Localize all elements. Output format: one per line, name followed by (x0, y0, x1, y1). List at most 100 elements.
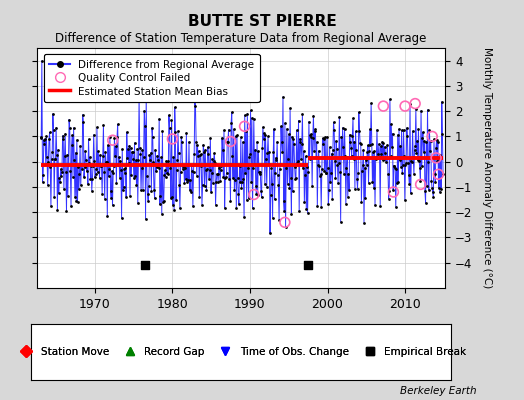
Point (96, 162, 105, 169)
Point (391, 203, 400, 210)
Point (133, 146, 141, 152)
Point (244, 164, 252, 171)
Point (73, 199, 82, 206)
Point (332, 138, 340, 144)
Point (142, 91, 150, 98)
Point (152, 164, 161, 170)
Point (205, 167, 214, 173)
Point (189, 203, 197, 210)
Point (325, 187, 333, 193)
Point (175, 182, 183, 188)
Point (374, 155, 382, 161)
Point (272, 157, 281, 164)
Point (193, 172, 201, 179)
Point (259, 136, 268, 142)
Point (293, 160, 301, 166)
Point (252, 183, 260, 190)
Point (406, 101, 414, 107)
Point (211, 202, 220, 208)
Point (311, 126, 320, 132)
Point (215, 163, 224, 170)
Point (279, 94, 287, 100)
Point (219, 174, 227, 181)
Point (132, 157, 140, 164)
Point (401, 197, 409, 204)
Point (176, 205, 184, 211)
Point (224, 139, 232, 146)
Point (330, 127, 339, 134)
Point (139, 187, 147, 193)
Point (159, 199, 167, 205)
Point (195, 194, 203, 200)
Point (412, 106, 420, 112)
Point (107, 168, 116, 174)
Point (87, 163, 95, 170)
Point (312, 154, 320, 160)
Point (284, 156, 292, 162)
Point (387, 121, 396, 127)
Point (377, 151, 386, 158)
Point (432, 137, 441, 143)
Legend: Station Move, Record Gap, Time of Obs. Change, Empirical Break: Station Move, Record Gap, Time of Obs. C… (12, 343, 471, 361)
Point (118, 146, 126, 152)
Point (268, 181, 276, 187)
Title: Difference of Station Temperature Data from Regional Average: Difference of Station Temperature Data f… (56, 32, 427, 46)
Point (222, 174, 230, 180)
Point (257, 188, 265, 194)
Point (413, 157, 422, 164)
Point (408, 128, 417, 134)
Point (257, 194, 266, 200)
Point (367, 141, 376, 147)
Point (434, 139, 442, 145)
Point (365, 148, 374, 154)
Point (372, 156, 380, 162)
Point (255, 171, 264, 178)
Point (204, 151, 213, 157)
Point (74, 186, 83, 192)
Text: BUTTE ST PIERRE: BUTTE ST PIERRE (188, 14, 336, 29)
Point (170, 104, 179, 110)
Point (316, 171, 325, 178)
Point (407, 190, 415, 196)
Point (401, 103, 409, 109)
Point (226, 198, 235, 204)
Point (335, 114, 344, 120)
Point (95, 175, 104, 181)
Point (187, 188, 195, 195)
Point (123, 129, 131, 135)
Point (182, 129, 191, 136)
Point (66, 168, 74, 174)
Point (296, 138, 304, 145)
Point (364, 180, 373, 186)
Point (386, 96, 394, 102)
Point (364, 142, 372, 149)
Point (392, 165, 400, 172)
Point (104, 173, 113, 180)
Point (353, 176, 361, 182)
Point (49, 126, 58, 133)
Point (188, 168, 196, 174)
Point (286, 105, 294, 111)
Point (155, 165, 163, 171)
Point (328, 196, 336, 202)
Point (208, 156, 216, 162)
Point (410, 147, 419, 153)
Point (82, 168, 91, 174)
Point (81, 164, 89, 171)
Point (62, 208, 71, 214)
Point (96, 152, 104, 158)
Point (238, 179, 246, 185)
Point (416, 178, 424, 184)
Point (166, 125, 174, 131)
Point (172, 167, 181, 174)
Point (320, 136, 328, 142)
Point (402, 125, 411, 131)
Point (200, 149, 208, 155)
Point (344, 170, 353, 177)
Point (429, 189, 437, 196)
Point (285, 185, 293, 192)
Point (60, 186, 68, 192)
Point (271, 154, 280, 161)
Point (193, 142, 202, 148)
Point (239, 176, 248, 182)
